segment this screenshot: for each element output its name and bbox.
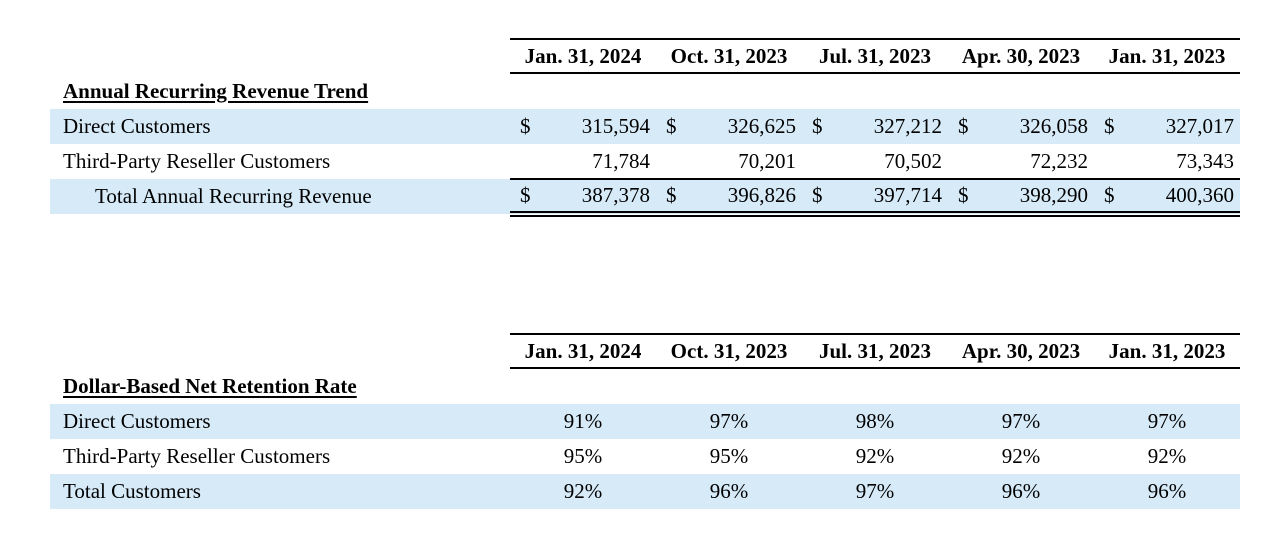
nrr-header-spacer (50, 334, 510, 368)
currency-cell: $ (510, 109, 540, 144)
value-cell: 71,784 (540, 144, 656, 180)
percent-cell: 92% (1001, 444, 1041, 468)
arr-col-header-1: Oct. 31, 2023 (656, 38, 802, 74)
percent-cell: 97% (802, 474, 948, 509)
table-row-nrr-third-party-reseller: Third-Party Reseller Customers 95% 95% 9… (50, 439, 1240, 474)
nrr-col-header-2: Jul. 31, 2023 (802, 333, 948, 369)
currency-cell: $ (802, 179, 832, 217)
table-row-arr-direct-customers: Direct Customers $ 315,594 $ 326,625 $ 3… (50, 109, 1241, 144)
currency-cell: $ (1094, 179, 1125, 217)
currency-cell-empty (948, 144, 979, 180)
nrr-col-header-1: Oct. 31, 2023 (656, 333, 802, 369)
row-label: Third-Party Reseller Customers (63, 444, 331, 468)
percent-cell: 92% (855, 444, 895, 468)
table-row-nrr-total-customers: Total Customers 92% 96% 97% 96% 96% (50, 474, 1240, 509)
percent-cell: 92% (1147, 444, 1187, 468)
row-label: Direct Customers (50, 109, 510, 144)
financial-statement-page: Jan. 31, 2024 Oct. 31, 2023 Jul. 31, 202… (0, 38, 1278, 544)
currency-cell: $ (510, 179, 540, 217)
percent-cell: 97% (1094, 404, 1240, 439)
net-retention-rate-table: Jan. 31, 2024 Oct. 31, 2023 Jul. 31, 202… (50, 333, 1240, 509)
arr-section-title: Annual Recurring Revenue Trend (63, 78, 369, 103)
value-cell: 387,378 (540, 179, 656, 217)
percent-cell: 95% (563, 444, 603, 468)
currency-cell: $ (656, 109, 686, 144)
arr-section-filler (510, 73, 1240, 109)
nrr-section-title: Dollar-Based Net Retention Rate (63, 373, 357, 398)
percent-cell: 96% (1094, 474, 1240, 509)
value-cell: 397,714 (832, 179, 949, 217)
currency-cell: $ (656, 179, 686, 217)
value-cell: 400,360 (1124, 179, 1241, 217)
value-cell: 73,343 (1124, 144, 1241, 180)
currency-cell: $ (948, 179, 979, 217)
currency-cell-empty (510, 144, 540, 180)
value-cell: 72,232 (978, 144, 1095, 180)
percent-cell: 96% (948, 474, 1094, 509)
nrr-header-row: Jan. 31, 2024 Oct. 31, 2023 Jul. 31, 202… (50, 333, 1240, 369)
currency-cell-empty (1094, 144, 1125, 180)
currency-cell-empty (656, 144, 686, 180)
nrr-section-filler (510, 368, 1240, 404)
row-label: Third-Party Reseller Customers (63, 149, 331, 173)
value-cell: 327,017 (1124, 109, 1241, 144)
arr-col-header-3: Apr. 30, 2023 (948, 38, 1095, 74)
percent-cell: 91% (510, 404, 656, 439)
value-cell: 326,625 (686, 109, 802, 144)
nrr-col-header-0: Jan. 31, 2024 (510, 333, 656, 369)
currency-cell: $ (802, 109, 832, 144)
currency-cell-empty (802, 144, 832, 180)
percent-cell: 95% (709, 444, 749, 468)
percent-cell: 92% (510, 474, 656, 509)
row-label: Total Customers (50, 474, 510, 509)
arr-col-header-4: Jan. 31, 2023 (1094, 38, 1241, 74)
value-cell: 396,826 (686, 179, 802, 217)
nrr-col-header-4: Jan. 31, 2023 (1094, 333, 1240, 369)
value-cell: 327,212 (832, 109, 949, 144)
arr-col-header-0: Jan. 31, 2024 (510, 38, 656, 74)
row-label: Total Annual Recurring Revenue (50, 179, 510, 214)
value-cell: 326,058 (978, 109, 1095, 144)
table-row-nrr-direct-customers: Direct Customers 91% 97% 98% 97% 97% (50, 404, 1240, 439)
row-label: Direct Customers (50, 404, 510, 439)
percent-cell: 96% (656, 474, 802, 509)
nrr-section-row: Dollar-Based Net Retention Rate (50, 368, 1240, 404)
percent-cell: 97% (656, 404, 802, 439)
value-cell: 398,290 (978, 179, 1095, 217)
table-row-total-annual-recurring-revenue: Total Annual Recurring Revenue $ 387,378… (50, 179, 1241, 217)
arr-col-header-2: Jul. 31, 2023 (802, 38, 949, 74)
annual-recurring-revenue-table: Jan. 31, 2024 Oct. 31, 2023 Jul. 31, 202… (50, 38, 1241, 217)
value-cell: 70,201 (686, 144, 802, 180)
percent-cell: 98% (802, 404, 948, 439)
value-cell: 70,502 (832, 144, 949, 180)
arr-header-row: Jan. 31, 2024 Oct. 31, 2023 Jul. 31, 202… (50, 38, 1241, 74)
arr-section-row: Annual Recurring Revenue Trend (50, 73, 1240, 109)
currency-cell: $ (948, 109, 979, 144)
currency-cell: $ (1094, 109, 1125, 144)
percent-cell: 97% (948, 404, 1094, 439)
nrr-col-header-3: Apr. 30, 2023 (948, 333, 1094, 369)
value-cell: 315,594 (540, 109, 656, 144)
arr-header-spacer (50, 39, 510, 73)
table-row-arr-third-party-reseller: Third-Party Reseller Customers 71,784 70… (50, 144, 1241, 180)
